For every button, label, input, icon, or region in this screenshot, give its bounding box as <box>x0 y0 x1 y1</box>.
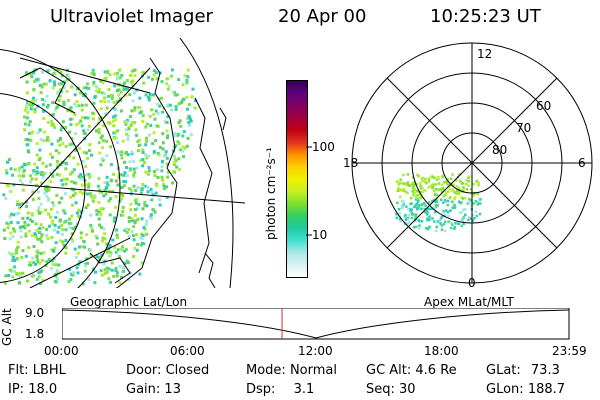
param-dsp: Dsp: 3.1 <box>246 382 314 397</box>
colorbar-units-label: photon cm⁻²s⁻¹ <box>264 147 278 240</box>
coastline <box>194 97 213 274</box>
longitude-line <box>19 67 151 209</box>
param-seq: Seq: 30 <box>366 382 416 397</box>
param-door: Door: Closed <box>126 363 209 378</box>
polar-ring-label-70: 70 <box>516 121 531 135</box>
param-gcalt-label: GC Alt: <box>366 363 412 378</box>
param-door-label: Door: <box>126 363 162 378</box>
param-mode-value: Normal <box>289 363 337 378</box>
polar-label-0: 0 <box>468 276 476 288</box>
param-door-value: Closed <box>165 363 210 378</box>
longitude-line <box>19 57 151 94</box>
geographic-aurora-emission <box>2 68 198 286</box>
timeline-ytick-low: 1.8 <box>25 327 45 341</box>
timeline-left-label: Geographic Lat/Lon <box>70 295 188 309</box>
timeline-xtick-0600: 06:00 <box>170 344 205 358</box>
param-gain: Gain: 13 <box>126 382 181 397</box>
param-gain-value: 13 <box>164 382 181 397</box>
colorbar-gradient <box>287 81 307 277</box>
earth-limb <box>179 38 234 288</box>
param-flt: Flt: LBHL <box>8 363 66 378</box>
latitude-circle <box>0 93 86 283</box>
param-mode-label: Mode: <box>246 363 286 378</box>
param-flt-value: LBHL <box>32 363 66 378</box>
polar-ring-label-60: 60 <box>536 99 551 113</box>
altitude-curve <box>62 309 570 339</box>
param-glat-label: GLat: <box>486 363 521 378</box>
timeline-xtick-2359: 23:59 <box>552 344 587 358</box>
param-glon-value: 188.7 <box>527 382 566 397</box>
polar-ring-label-80: 80 <box>492 143 507 157</box>
longitude-line <box>29 237 131 288</box>
param-gcalt: GC Alt: 4.6 Re <box>366 363 457 378</box>
param-glat: GLat: 73.3 <box>486 363 560 378</box>
timeline-right-label: Apex MLat/MLT <box>424 295 514 309</box>
timeline-frame <box>62 308 570 340</box>
date-label: 20 Apr 00 <box>278 6 367 27</box>
colorbar-tick-100: 100 <box>312 140 335 154</box>
colorbar <box>286 80 308 278</box>
polar-aurora-emission <box>395 173 482 233</box>
polar-label-6: 6 <box>578 156 586 170</box>
coastline <box>89 252 131 284</box>
coastline <box>204 252 216 288</box>
coastline <box>219 107 227 131</box>
coastline <box>19 67 76 114</box>
colorbar-tick-10: 10 <box>312 228 328 242</box>
polar-diagonal <box>386 77 558 249</box>
timeline-axis-title: GC Alt <box>0 308 14 346</box>
param-seq-value: 30 <box>399 382 416 397</box>
longitude-line <box>0 182 246 204</box>
polar-label-12: 12 <box>477 47 492 61</box>
param-ip-value: 18.0 <box>28 382 58 397</box>
timeline-xtick-1800: 18:00 <box>424 344 459 358</box>
param-gcalt-value: 4.6 Re <box>415 363 457 378</box>
param-glon-label: GLon: <box>486 382 524 397</box>
param-mode: Mode: Normal <box>246 363 337 378</box>
colorbar-ticks <box>306 146 312 236</box>
param-flt-label: Flt: <box>8 363 29 378</box>
timeline-ytick-high: 9.0 <box>25 306 45 320</box>
polar-label-18: 18 <box>343 156 358 170</box>
param-ip-label: IP: <box>8 382 25 397</box>
param-dsp-label: Dsp: <box>246 382 276 397</box>
geographic-map <box>0 38 246 288</box>
polar-plot: 12 0 18 6 60 70 80 <box>343 42 593 288</box>
latitude-circle <box>0 48 121 288</box>
timeline-xtick-0000: 00:00 <box>44 344 79 358</box>
param-glon: GLon: 188.7 <box>486 382 565 397</box>
instrument-title: Ultraviolet Imager <box>50 6 213 27</box>
time-label: 10:25:23 UT <box>430 6 541 27</box>
altitude-timeline <box>62 308 570 340</box>
param-seq-label: Seq: <box>366 382 395 397</box>
param-dsp-value: 3.1 <box>293 382 315 397</box>
timeline-xtick-1200: 12:00 <box>298 344 333 358</box>
param-gain-label: Gain: <box>126 382 161 397</box>
param-glat-value: 73.3 <box>530 363 560 378</box>
coastline <box>114 57 178 288</box>
param-ip: IP: 18.0 <box>8 382 57 397</box>
